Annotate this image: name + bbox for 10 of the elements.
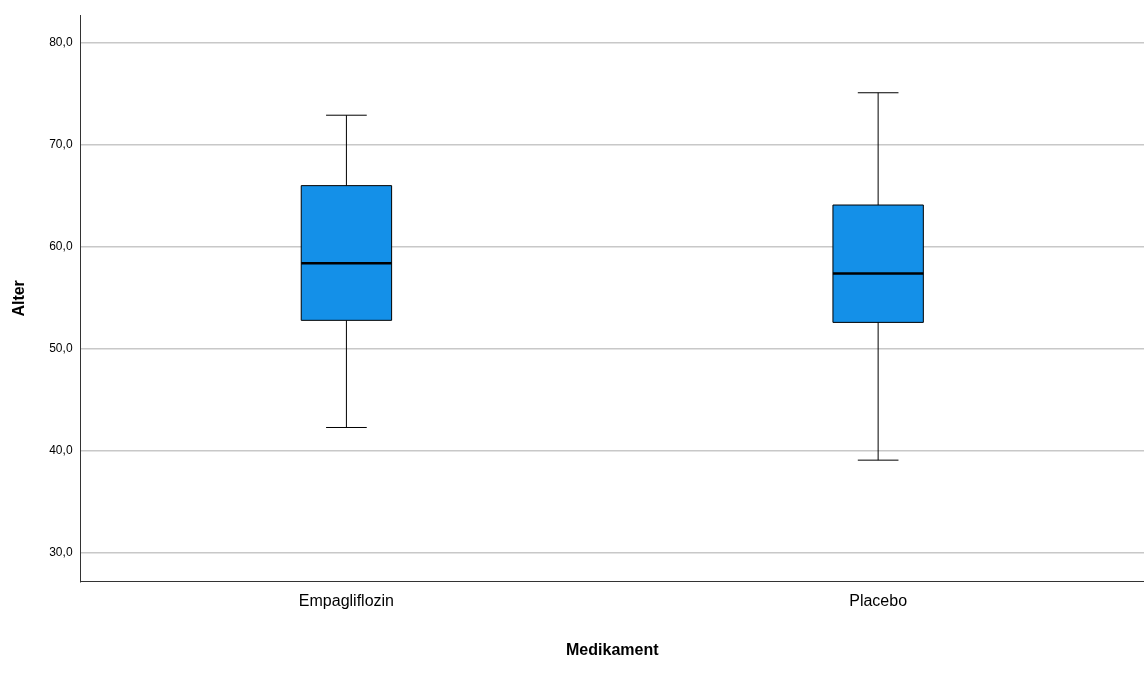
x-axis-title: Medikament [566, 640, 660, 658]
y-tick-label: 70,0 [49, 137, 73, 152]
x-tick-label: Placebo [849, 591, 908, 609]
x-tick-label: Empagliflozin [298, 591, 394, 609]
y-tick-label: 40,0 [49, 443, 73, 458]
y-axis-title: Alter [10, 280, 28, 317]
y-tick-label: 50,0 [49, 341, 73, 356]
y-tick-label: 80,0 [49, 35, 73, 50]
y-tick-label: 60,0 [49, 239, 73, 254]
y-tick-label: 30,0 [49, 545, 73, 560]
